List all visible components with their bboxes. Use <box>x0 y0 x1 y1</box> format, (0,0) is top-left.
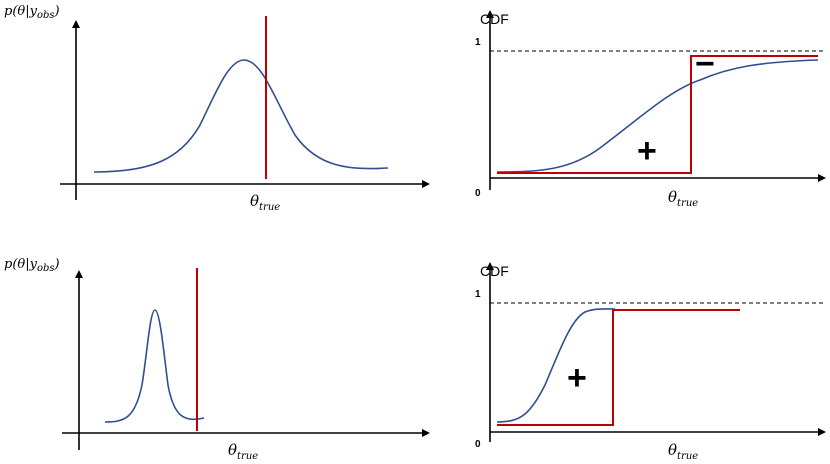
posterior-curve <box>93 59 389 173</box>
panel-bottom-right: CDF 1 0 + θtrue <box>475 262 826 462</box>
posterior-cdf-curve <box>496 59 819 173</box>
x-axis-label: θtrue <box>668 188 698 209</box>
posterior-curve <box>104 309 205 423</box>
x-axis-label: θtrue <box>668 441 698 462</box>
panel-top-left: p(θ|yobs) θtrue <box>4 4 430 213</box>
cdf-label: CDF <box>480 263 509 279</box>
minus-sign: − <box>695 45 715 83</box>
cdf-label: CDF <box>480 11 509 27</box>
y-axis-label: p(θ|yobs) <box>4 257 60 274</box>
true-value-step <box>497 309 740 426</box>
x-axis-label: θtrue <box>250 192 280 213</box>
y-axis-label: p(θ|yobs) <box>4 4 60 21</box>
posterior-cdf-curve <box>496 308 616 423</box>
true-value-step <box>497 55 818 174</box>
x-axis-label: θtrue <box>228 441 258 462</box>
plus-sign: + <box>567 359 587 397</box>
tick-label-one: 1 <box>475 37 481 48</box>
tick-label-zero: 0 <box>475 439 481 450</box>
plus-sign: + <box>637 132 657 170</box>
tick-label-one: 1 <box>475 289 481 300</box>
tick-label-zero: 0 <box>475 188 481 199</box>
panel-bottom-left: p(θ|yobs) θtrue <box>4 257 430 462</box>
panel-top-right: CDF 1 0 − + θtrue <box>475 10 826 209</box>
